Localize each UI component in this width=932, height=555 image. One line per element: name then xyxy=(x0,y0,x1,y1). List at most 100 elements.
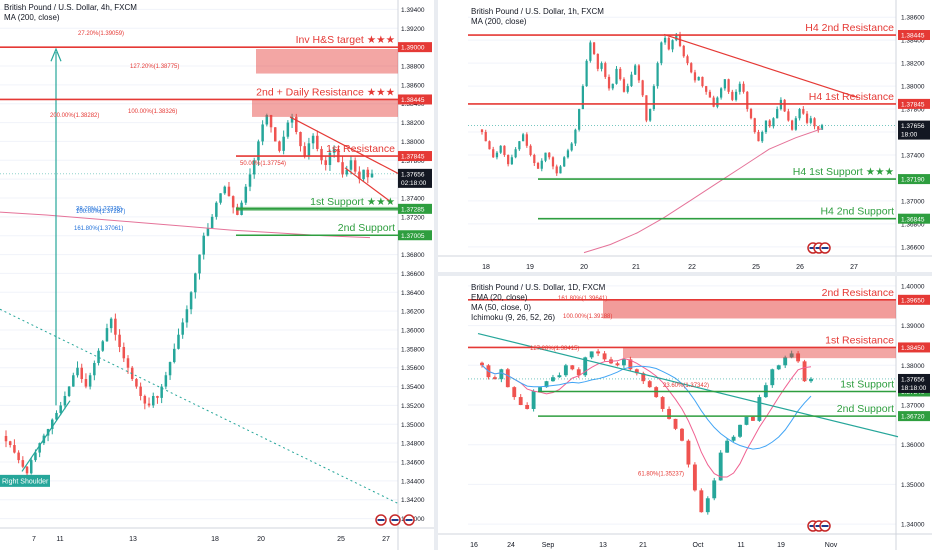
chart-4h-ytick-label: 1.34400 xyxy=(401,478,425,485)
chart-1d-ema20-line xyxy=(481,357,812,478)
chart-4h-level-tag-text: 1.37005 xyxy=(401,233,425,240)
chart-1d-candle xyxy=(518,397,523,405)
chart-1h-xtick-label: 22 xyxy=(688,264,696,271)
chart-1h-indicator: MA (200, close) xyxy=(471,17,527,26)
chart-1d-canvas[interactable]: 1.34000 1.35000 1.36000 1.37000 1.38000 1.390… xyxy=(438,276,932,550)
chart-1h-candle xyxy=(656,63,659,87)
chart-4h-ytick-label: 1.38000 xyxy=(401,139,425,146)
chart-1h-candle xyxy=(776,109,779,119)
chart-1d-candle xyxy=(751,416,755,421)
chart-4h-fib-label: 27.20%(1.39059) xyxy=(78,31,124,37)
chart-1h-candle xyxy=(604,63,607,77)
chart-1d-ytick-label: 1.40000 xyxy=(901,283,925,290)
chart-4h-ytick-label: 1.36400 xyxy=(401,290,425,297)
chart-1d-candle xyxy=(705,498,710,513)
chart-1h-xtick-label: 18 xyxy=(482,264,490,271)
chart-1h-xtick-label: 27 xyxy=(850,264,858,271)
chart-4h-candle xyxy=(236,207,239,215)
chart-4h-level-tag-text: 1.37285 xyxy=(401,206,425,213)
chart-1d-candle xyxy=(680,428,684,441)
chart-4h-candle xyxy=(248,174,252,187)
chart-1h-candle xyxy=(663,37,667,43)
chart-1d-level-label: 1st Resistance xyxy=(825,334,894,346)
chart-4h-candle xyxy=(210,216,214,229)
chart-1h-xtick-label: 25 xyxy=(752,264,760,271)
chart-1h-canvas[interactable]: 1.366001.368001.370001.372001.374001.376… xyxy=(438,0,932,272)
chart-1h-level-tag xyxy=(898,174,930,185)
chart-4h-fib-label: 161.80%(1.37061) xyxy=(74,226,123,232)
chart-4h-fib-label: 50.00%(1.37754) xyxy=(240,161,286,167)
chart-1h-level-label: H4 1st Support ★★★ xyxy=(793,166,895,178)
chart-1d-candle xyxy=(783,357,788,366)
chart-4h-level-label: 2nd + Daily Resistance ★★★ xyxy=(256,86,395,98)
chart-4h-level-tag xyxy=(398,42,432,53)
chart-1d-level-label: 1st Support xyxy=(840,379,894,391)
chart-1d-candle xyxy=(660,397,665,409)
chart-1d-ytick-label: 1.37000 xyxy=(901,403,925,410)
chart-1h-candle xyxy=(559,166,562,174)
chart-1h-candle xyxy=(551,157,555,167)
chart-1h-candle xyxy=(555,166,558,174)
chart-1d-candle xyxy=(480,362,484,366)
chart-1h-candle xyxy=(634,65,637,75)
chart-4h-annotation-box xyxy=(0,474,50,487)
chart-4h-ytick-label: 1.38600 xyxy=(401,82,425,89)
chart-4h-resistance-zone xyxy=(252,99,398,117)
chart-4h-candle xyxy=(282,136,285,151)
panel-divider-vertical[interactable] xyxy=(434,0,438,550)
chart-1d-level-tag xyxy=(898,411,930,422)
chart-4h-candle xyxy=(38,443,41,453)
chart-1h-ytick-label: 1.37000 xyxy=(901,198,925,205)
chart-1d-level-tag xyxy=(898,294,930,305)
chart-4h-candle xyxy=(181,322,184,335)
chart-4h-candle xyxy=(316,135,319,149)
chart-1h-candle xyxy=(570,143,573,151)
chart-4h-candle xyxy=(299,132,302,147)
chart-panel-1h[interactable]: 1.366001.368001.370001.372001.374001.376… xyxy=(438,0,932,272)
chart-4h-canvas[interactable]: 1.340001.342001.344001.346001.348001.350… xyxy=(0,0,434,550)
chart-1h-candle xyxy=(794,118,797,130)
chart-panel-1d[interactable]: 1.34000 1.35000 1.36000 1.37000 1.38000 1.390… xyxy=(438,276,932,550)
chart-4h-ytick-label: 1.35600 xyxy=(401,365,425,372)
panel-divider-horizontal[interactable] xyxy=(438,272,932,276)
chart-4h-candle xyxy=(257,141,260,161)
chart-1d-level-tag xyxy=(898,342,930,353)
chart-4h-ytick-label: 1.36000 xyxy=(401,328,425,335)
chart-4h-candle xyxy=(80,367,83,380)
chart-panel-4h[interactable]: 1.340001.342001.344001.346001.348001.350… xyxy=(0,0,434,550)
chart-4h-candle xyxy=(286,122,290,137)
chart-4h-level-tag-text: 1.37845 xyxy=(401,154,425,161)
chart-4h-candle xyxy=(231,196,235,208)
chart-1d-candle xyxy=(731,436,736,441)
chart-1h-candle xyxy=(529,145,532,155)
chart-4h-candle xyxy=(122,346,126,359)
chart-4h-candle xyxy=(135,379,138,387)
chart-1h-candle xyxy=(596,53,599,69)
chart-1h-candle xyxy=(787,111,790,121)
chart-1h-candle xyxy=(764,120,768,133)
chart-1d-indicator-ema: EMA (20, close) xyxy=(471,293,528,302)
flag-icon-stripe xyxy=(821,525,829,527)
chart-4h-candle xyxy=(93,363,96,376)
chart-1d-candle xyxy=(492,377,497,380)
chart-1h-current-price-tag xyxy=(898,120,930,140)
chart-1d-fib-label: 61.80%(1.35237) xyxy=(638,472,684,478)
chart-4h-candle xyxy=(177,334,180,349)
chart-4h-candle xyxy=(72,375,75,387)
chart-4h-candle xyxy=(362,169,365,180)
flag-icon-stripe xyxy=(821,247,829,249)
chart-4h-candle xyxy=(164,375,168,387)
chart-1d-fib-label: 127.20%(1.38415) xyxy=(530,346,579,352)
chart-1h-candle xyxy=(615,68,618,84)
chart-1d-candle xyxy=(570,365,575,370)
chart-1h-candle xyxy=(753,118,756,133)
chart-4h-candle xyxy=(139,386,142,396)
chart-1d-xtick-label: Nov xyxy=(825,542,838,549)
chart-4h-ytick-label: 1.36600 xyxy=(401,271,425,278)
chart-1d-candle xyxy=(770,369,775,386)
chart-4h-fib-label: 200.00%(1.38282) xyxy=(50,113,99,119)
chart-1d-candle xyxy=(563,365,568,376)
chart-4h-candle xyxy=(67,386,71,396)
chart-1h-level-tag-text: 1.36845 xyxy=(901,216,925,223)
chart-1d-xtick-label: Sep xyxy=(542,542,555,549)
